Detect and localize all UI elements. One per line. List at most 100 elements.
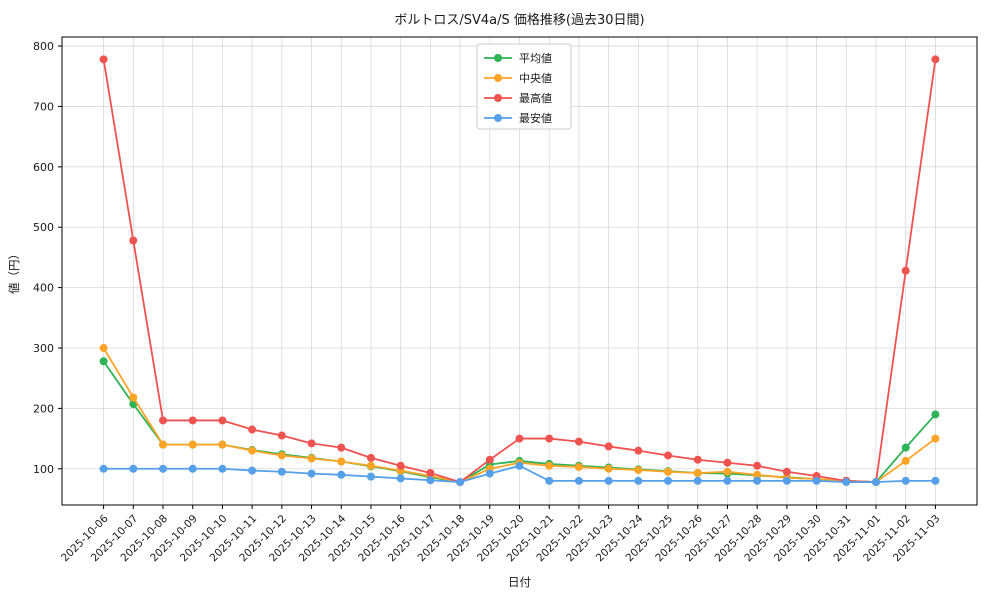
data-point-median [99,343,108,352]
legend-item-median: 中央値 [484,72,552,85]
data-point-max [693,455,702,464]
y-tick-label: 800 [33,40,54,53]
data-point-max [99,55,108,64]
y-tick-label: 100 [33,463,54,476]
data-point-min [396,474,405,483]
data-point-max [366,453,375,462]
data-point-median [159,440,168,449]
data-point-min [693,476,702,485]
y-tick-label: 200 [33,402,54,415]
data-point-median [931,434,940,443]
data-point-max [931,55,940,64]
data-point-max [337,443,346,452]
data-point-min [782,476,791,485]
data-point-min [604,476,613,485]
data-point-min [99,464,108,473]
data-point-max [485,455,494,464]
y-tick-label: 400 [33,282,54,295]
data-point-median [545,461,554,470]
data-point-max [604,442,613,451]
data-point-max [426,468,435,477]
data-point-min [159,464,168,473]
data-point-median [277,451,286,460]
series-min [99,461,940,487]
data-point-max [753,461,762,470]
data-point-min [188,464,197,473]
data-point-max [664,451,673,460]
data-point-min [634,476,643,485]
legend-item-min: 最安値 [484,111,552,125]
data-point-max [901,266,910,275]
data-point-min [456,478,465,487]
data-point-max [574,437,583,446]
data-point-median [248,446,257,455]
data-point-max [159,416,168,425]
data-point-min [337,470,346,479]
data-point-median [901,456,910,465]
data-point-max [396,461,405,470]
legend-marker-median [494,74,502,82]
data-point-median [307,454,316,463]
data-point-max [248,425,257,434]
data-point-median [634,465,643,474]
data-point-min [723,476,732,485]
data-point-min [753,476,762,485]
data-point-max [129,236,138,245]
data-point-median [753,470,762,479]
x-axis-label: 日付 [508,575,531,589]
data-point-median [664,467,673,476]
data-point-min [515,461,524,470]
legend-label-min: 最安値 [519,111,552,125]
data-point-average [99,357,108,366]
y-tick-label: 300 [33,342,54,355]
data-point-min [248,466,257,475]
y-tick-label: 500 [33,221,54,234]
data-point-median [129,393,138,402]
data-point-max [218,416,227,425]
legend-item-average: 平均値 [484,52,552,65]
legend-marker-average [494,54,502,62]
chart-title: ボルトロス/SV4a/S 価格推移(過去30日間) [394,12,644,28]
legend-label-median: 中央値 [519,72,552,85]
data-point-min [842,478,851,487]
data-point-max [307,439,316,448]
data-point-min [931,476,940,485]
data-point-min [901,476,910,485]
data-point-min [218,464,227,473]
y-axis: 100 200 300 400 500 600 700 800 [33,40,62,476]
data-point-min [426,476,435,485]
data-point-min [664,476,673,485]
legend-label-max: 最高値 [519,91,552,105]
data-point-max [723,458,732,467]
data-point-median [366,461,375,470]
data-point-min [485,469,494,478]
data-point-median [574,462,583,471]
data-point-median [337,457,346,466]
gridlines [62,37,977,505]
data-point-median [723,467,732,476]
data-point-median [693,468,702,477]
data-point-min [307,469,316,478]
y-tick-label: 700 [33,100,54,113]
data-point-max [277,431,286,440]
legend-box [476,43,572,130]
data-point-max [782,467,791,476]
data-point-max [188,416,197,425]
y-axis-label: 値（円） [7,248,21,294]
y-tick-label: 600 [33,161,54,174]
data-point-min [545,476,554,485]
legend-marker-min [494,114,502,122]
data-point-min [277,467,286,476]
data-point-min [574,476,583,485]
data-point-max [515,434,524,443]
data-point-min [366,472,375,481]
data-point-min [871,478,880,487]
legend-item-max: 最高値 [484,91,552,105]
data-point-max [545,434,554,443]
data-point-median [604,464,613,473]
data-point-average [931,410,940,419]
data-point-median [188,440,197,449]
